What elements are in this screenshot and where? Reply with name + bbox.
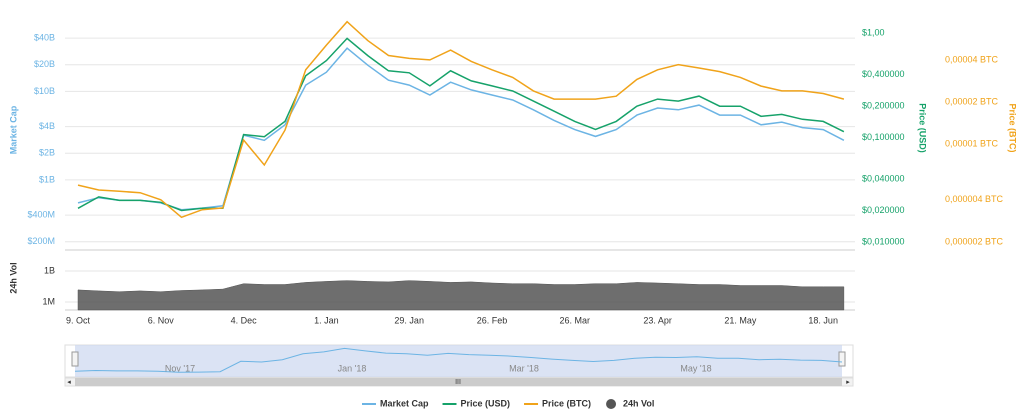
y2-tick-label: $1,00 (862, 28, 885, 38)
y3-tick-label: 0,000004 BTC (945, 194, 1004, 204)
y-axis-title: Market Cap (8, 105, 18, 154)
navigator-label: Mar '18 (509, 363, 539, 373)
scroll-right[interactable]: ▸ (846, 379, 850, 386)
volume-axis-title: 24h Vol (8, 262, 18, 293)
y-tick-label: $2B (39, 148, 55, 158)
scrollbar-thumb[interactable] (75, 378, 842, 386)
y-tick-label: $200M (27, 236, 55, 246)
y2-tick-label: $0,100000 (862, 132, 905, 142)
x-tick-label: 23. Apr (643, 315, 672, 325)
y-tick-label: $40B (34, 33, 55, 43)
y3-tick-label: 0,000002 BTC (945, 236, 1004, 246)
y2-tick-label: $0,400000 (862, 69, 905, 79)
x-tick-label: 6. Nov (148, 315, 175, 325)
y-tick-label: $10B (34, 86, 55, 96)
y2-tick-label: $0,010000 (862, 236, 905, 246)
x-tick-label: 9. Oct (66, 315, 91, 325)
x-tick-label: 26. Feb (477, 315, 508, 325)
navigator-label: May '18 (680, 363, 711, 373)
volume-area (77, 280, 845, 311)
navigator-label: Jan '18 (338, 363, 367, 373)
y3-tick-label: 0,00001 BTC (945, 139, 999, 149)
series-line (77, 37, 845, 212)
x-tick-label: 4. Dec (231, 315, 258, 325)
volume-tick-label: 1M (42, 296, 55, 306)
series-line (77, 20, 845, 219)
legend-label[interactable]: 24h Vol (623, 398, 654, 408)
y2-tick-label: $0,040000 (862, 174, 905, 184)
x-tick-label: 1. Jan (314, 315, 339, 325)
x-tick-label: 21. May (724, 315, 757, 325)
x-tick-label: 18. Jun (808, 315, 838, 325)
y3-tick-label: 0,00002 BTC (945, 96, 999, 106)
navigator-label: Nov '17 (165, 363, 195, 373)
navigator-handle[interactable] (71, 351, 79, 367)
volume-tick-label: 1B (44, 265, 55, 275)
y3-tick-label: 0,00004 BTC (945, 54, 999, 64)
legend-label[interactable]: Price (USD) (461, 398, 511, 408)
y2-tick-label: $0,200000 (862, 101, 905, 111)
y2-axis-title: Price (USD) (918, 103, 928, 153)
navigator-line (74, 347, 843, 373)
y-tick-label: $400M (27, 209, 55, 219)
legend-swatch (606, 399, 617, 409)
navigator-handle[interactable] (838, 351, 846, 367)
y-tick-label: $4B (39, 121, 55, 131)
x-tick-label: 29. Jan (394, 315, 424, 325)
scroll-left[interactable]: ◂ (67, 379, 71, 386)
legend-label[interactable]: Price (BTC) (542, 398, 591, 408)
scrollbar-grip: III (455, 379, 461, 386)
y2-tick-label: $0,020000 (862, 205, 905, 215)
x-tick-label: 26. Mar (560, 315, 591, 325)
y3-axis-title: Price (BTC) (1008, 103, 1018, 152)
y-tick-label: $20B (34, 59, 55, 69)
y-tick-label: $1B (39, 174, 55, 184)
series-line (77, 47, 845, 211)
legend-label[interactable]: Market Cap (380, 398, 429, 408)
